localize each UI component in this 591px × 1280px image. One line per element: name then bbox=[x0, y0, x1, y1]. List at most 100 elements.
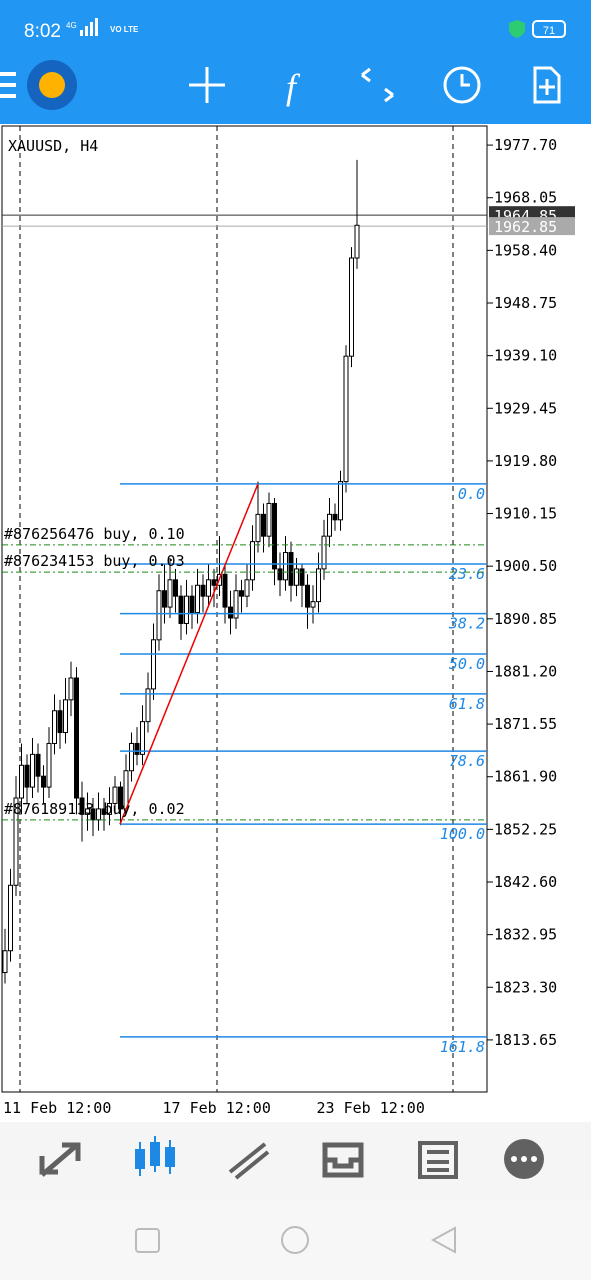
order-label: #876234153 buy, 0.03 bbox=[4, 552, 185, 570]
candle-body bbox=[68, 677, 74, 701]
home-button[interactable] bbox=[281, 1226, 309, 1254]
candle-body bbox=[288, 552, 294, 586]
candle-body bbox=[30, 753, 35, 788]
y-tick-label: 1929.45 bbox=[494, 399, 557, 417]
y-tick-label: 1910.15 bbox=[494, 505, 557, 523]
candle-body bbox=[90, 808, 96, 821]
candle-body bbox=[244, 579, 250, 597]
candle-body bbox=[189, 595, 195, 614]
candle-body bbox=[145, 688, 151, 723]
candle-body bbox=[272, 502, 277, 570]
y-tick-label: 1948.75 bbox=[494, 294, 557, 312]
top-bar bbox=[0, 0, 591, 124]
fib-label: 50.0 bbox=[449, 655, 485, 673]
candle-body bbox=[354, 224, 360, 259]
shield-icon bbox=[509, 20, 525, 38]
trade-button[interactable] bbox=[361, 67, 394, 103]
crosshair-button[interactable] bbox=[189, 67, 225, 103]
candle-body bbox=[85, 808, 90, 815]
candle-body bbox=[74, 677, 79, 799]
x-tick-label: 23 Feb 12:00 bbox=[317, 1099, 425, 1117]
clock-hands bbox=[460, 74, 470, 87]
system-nav bbox=[0, 1200, 591, 1280]
order-label: #876256476 buy, 0.10 bbox=[4, 525, 185, 543]
y-tick-label: 1832.95 bbox=[494, 926, 557, 944]
candle-body bbox=[112, 786, 118, 804]
candle-body bbox=[173, 579, 178, 597]
volte: VO LTE bbox=[110, 25, 139, 34]
candle-body bbox=[321, 535, 327, 570]
x-tick-label: 17 Feb 12:00 bbox=[163, 1099, 271, 1117]
battery bbox=[532, 20, 566, 38]
candle-body bbox=[277, 568, 283, 581]
candle-body bbox=[184, 595, 189, 624]
candle-body bbox=[52, 710, 57, 744]
candle-body bbox=[206, 579, 211, 597]
candle-body bbox=[57, 710, 63, 734]
candle-body bbox=[305, 584, 310, 608]
candle-body bbox=[35, 753, 41, 777]
candle-body bbox=[79, 797, 85, 815]
candle-body bbox=[228, 606, 233, 619]
signal-icon bbox=[80, 18, 98, 36]
candle-body bbox=[211, 579, 217, 586]
back-button[interactable] bbox=[430, 1226, 456, 1254]
menu-button[interactable] bbox=[0, 72, 16, 98]
candle-body bbox=[8, 884, 13, 952]
candle-body bbox=[96, 808, 101, 821]
fib-label: 38.2 bbox=[448, 615, 485, 633]
y-tick-label: 1919.80 bbox=[494, 452, 557, 470]
candle-body bbox=[299, 568, 305, 586]
news-tab[interactable] bbox=[418, 1141, 458, 1179]
y-tick-label: 1958.40 bbox=[494, 241, 557, 259]
candle-body bbox=[222, 573, 228, 608]
status-time: 8:02 bbox=[24, 21, 61, 42]
candle-body bbox=[349, 257, 354, 357]
new-order-button[interactable] bbox=[533, 66, 561, 104]
y-tick-label: 1813.65 bbox=[494, 1031, 557, 1049]
period-separators bbox=[19, 126, 454, 1092]
quotes-tab[interactable] bbox=[39, 1142, 81, 1177]
candle-body bbox=[195, 584, 200, 614]
candle-body bbox=[255, 513, 261, 543]
recents-button[interactable] bbox=[135, 1228, 160, 1253]
candle-body bbox=[266, 502, 272, 537]
timeframe-button[interactable] bbox=[443, 66, 481, 104]
chart-symbol: XAUUSD, H4 bbox=[8, 137, 98, 155]
chart-area bbox=[1, 125, 488, 1093]
y-tick-label: 1881.20 bbox=[494, 662, 557, 680]
y-tick-label: 1861.90 bbox=[494, 768, 557, 786]
price-tag-label: 1962.85 bbox=[494, 218, 557, 236]
candle-body bbox=[343, 355, 349, 483]
y-tick-label: 1842.60 bbox=[494, 873, 557, 891]
candle-body bbox=[118, 786, 123, 810]
candle-body bbox=[2, 950, 8, 974]
candle-body bbox=[316, 568, 321, 603]
trade-tab[interactable] bbox=[228, 1142, 270, 1180]
order-label: #876189113 buy, 0.02 bbox=[4, 800, 185, 818]
candle-body bbox=[327, 513, 332, 537]
candle-body bbox=[19, 764, 24, 799]
candle-body bbox=[233, 590, 239, 619]
candle-body bbox=[250, 541, 255, 581]
fib-label: 0.0 bbox=[458, 485, 485, 503]
fib-label: 23.6 bbox=[449, 565, 485, 583]
candle-body bbox=[283, 552, 288, 581]
fib-label: 100.0 bbox=[440, 825, 485, 843]
price-tag bbox=[489, 217, 575, 236]
fib-label: 61.8 bbox=[449, 695, 485, 713]
candle-body bbox=[134, 742, 140, 755]
candle-body bbox=[156, 590, 162, 641]
candle-body bbox=[162, 590, 167, 608]
history-tab[interactable] bbox=[322, 1142, 364, 1178]
chart-tab[interactable] bbox=[135, 1136, 175, 1176]
y-tick-label: 1968.05 bbox=[494, 189, 557, 207]
network-type: 4G bbox=[66, 21, 77, 30]
candle-body bbox=[338, 481, 343, 521]
candle-body bbox=[13, 797, 19, 886]
candle-body bbox=[200, 584, 206, 597]
y-tick-label: 1977.70 bbox=[494, 136, 557, 154]
candle-body bbox=[261, 513, 266, 537]
